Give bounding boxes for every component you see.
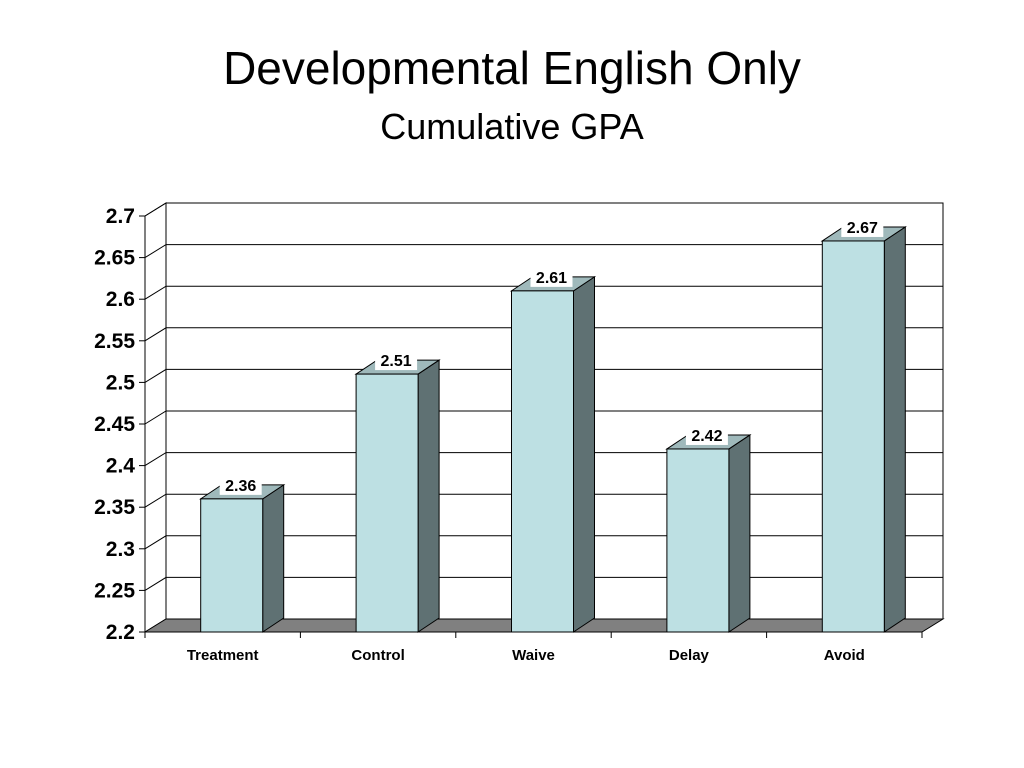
y-tick-label: 2.2 <box>106 621 135 644</box>
x-tick-label: Control <box>351 647 404 664</box>
y-tick-label: 2.35 <box>94 496 135 519</box>
bar-side <box>883 226 906 633</box>
y-tick-label: 2.4 <box>106 455 136 478</box>
data-label-bg <box>375 352 418 371</box>
data-label: 2.51 <box>381 353 412 370</box>
data-label: 2.36 <box>225 478 256 495</box>
chart-subtitle: Cumulative GPA <box>380 106 644 147</box>
data-label-bg <box>530 268 573 287</box>
x-axis: Treatment Control Waive Delay Avoid <box>144 631 923 664</box>
bar-delay: 2.42 <box>665 426 752 633</box>
x-tick-label: Delay <box>669 647 710 664</box>
data-label-bg <box>841 218 884 237</box>
gridline <box>144 202 943 217</box>
bar-control: 2.51 <box>354 352 441 633</box>
data-label: 2.67 <box>847 220 878 237</box>
y-tick-label: 2.7 <box>106 205 135 228</box>
bar-waive: 2.61 <box>509 268 597 633</box>
gridline <box>144 285 943 300</box>
bar-front <box>666 448 730 633</box>
chart-title: Developmental English Only <box>223 42 801 94</box>
data-label: 2.42 <box>691 428 722 445</box>
bar-side <box>573 275 595 633</box>
x-tick-label: Treatment <box>187 647 259 664</box>
gridline <box>144 410 943 425</box>
bar-treatment: 2.36 <box>199 476 286 633</box>
x-tick-label: Avoid <box>824 647 865 664</box>
y-tick-label: 2.5 <box>106 371 136 394</box>
bar-front <box>821 240 885 633</box>
y-tick-label: 2.55 <box>94 330 135 353</box>
bars: 2.36 2.51 2.61 2.42 2.67 <box>199 218 907 633</box>
bar-avoid: 2.67 <box>820 218 907 633</box>
bar-side <box>262 483 285 633</box>
bar-side <box>417 359 440 633</box>
bar-front <box>200 498 264 633</box>
bar-front <box>355 373 419 633</box>
y-tick-label: 2.3 <box>106 538 135 561</box>
bar-front <box>511 290 574 633</box>
gridline <box>144 244 943 259</box>
bar-side <box>728 434 751 633</box>
x-tick-label: Waive <box>512 647 555 664</box>
gridline <box>144 368 943 383</box>
data-label: 2.61 <box>536 270 567 287</box>
y-tick-label: 2.45 <box>94 413 135 436</box>
data-label-bg <box>219 476 262 495</box>
y-tick-label: 2.6 <box>106 288 135 311</box>
data-label-bg <box>685 426 728 445</box>
gridline <box>144 327 943 342</box>
y-tick-label: 2.65 <box>94 247 135 270</box>
y-tick-label: 2.25 <box>94 579 135 602</box>
y-axis: 2.2 2.25 2.3 2.35 2.4 2.45 2.5 2.55 2.6 2.65 2.7 <box>94 205 146 644</box>
